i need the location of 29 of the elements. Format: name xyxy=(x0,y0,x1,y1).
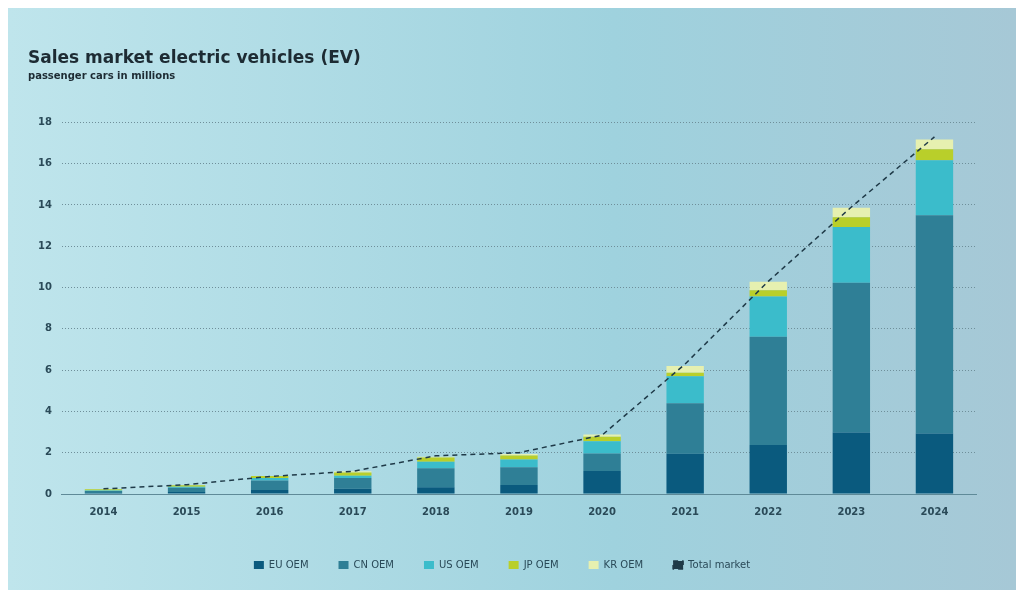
y-tick-label: 12 xyxy=(37,239,52,251)
y-tick-label: 4 xyxy=(44,405,52,417)
x-tick-label: 2014 xyxy=(89,505,118,517)
legend-label: EU OEM xyxy=(268,558,309,570)
y-tick-label: 10 xyxy=(37,281,52,293)
x-tick-label: 2016 xyxy=(255,505,284,517)
chart-title: Sales market electric vehicles (EV) xyxy=(28,46,361,67)
x-tick-label: 2021 xyxy=(671,505,700,517)
x-tick-label: 2018 xyxy=(421,505,450,517)
legend-label: KR OEM xyxy=(603,558,644,570)
chart-subtitle: passenger cars in millions xyxy=(28,69,176,81)
x-tick-label: 2015 xyxy=(172,505,201,517)
y-tick-label: 0 xyxy=(44,487,52,499)
x-tick-label: 2022 xyxy=(754,505,783,517)
legend-label: CN OEM xyxy=(353,558,394,570)
legend-label: Total market xyxy=(687,558,751,570)
x-tick-label: 2023 xyxy=(837,505,866,517)
y-tick-label: 8 xyxy=(44,322,52,334)
x-tick-label: 2017 xyxy=(338,505,367,517)
y-tick-label: 18 xyxy=(37,115,52,127)
y-tick-label: 14 xyxy=(37,198,52,210)
legend-label: US OEM xyxy=(438,558,479,570)
x-tick-label: 2019 xyxy=(505,505,533,517)
x-tick-label: 2020 xyxy=(588,505,617,517)
x-tick-label: 2024 xyxy=(920,505,949,517)
y-tick-label: 16 xyxy=(37,157,52,169)
legend-label: JP OEM xyxy=(522,558,559,570)
y-tick-label: 6 xyxy=(44,363,52,375)
y-tick-label: 2 xyxy=(44,446,52,458)
